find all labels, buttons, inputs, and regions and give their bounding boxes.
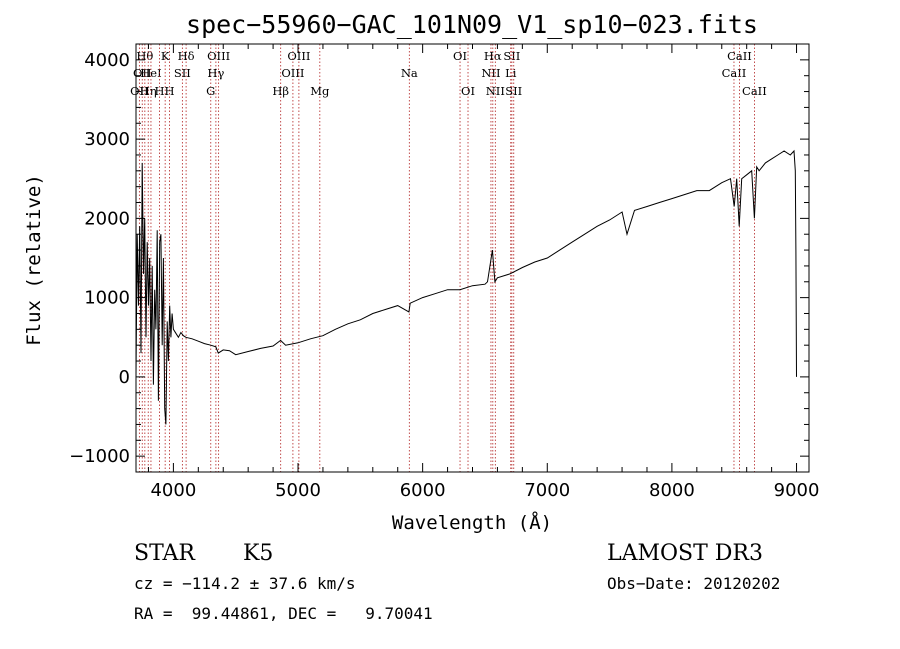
- object-subclass: K5: [243, 541, 273, 566]
- spectral-line-markers: OIIOIIHθHηHeIHKHSIIHδGHγOIIIHβOIIIOIIIMg…: [130, 44, 767, 472]
- marker-label: H: [155, 84, 165, 98]
- x-axis-ticks: 4000 5000 6000 7000 8000 9000: [147, 44, 820, 501]
- marker-label: Mg: [310, 84, 330, 98]
- coordinates: RA = 99.44861, DEC = 9.70041: [134, 604, 433, 623]
- survey-name: LAMOST DR3: [607, 541, 763, 566]
- x-tick-label: 6000: [400, 480, 446, 501]
- marker-label: Na: [401, 66, 418, 80]
- marker-label: G: [206, 84, 215, 98]
- redshift-cz: cz = −114.2 ± 37.6 km/s: [134, 574, 356, 593]
- marker-label: Hδ: [178, 49, 195, 63]
- marker-label: NII: [481, 66, 500, 80]
- x-tick-label: 8000: [649, 480, 695, 501]
- marker-label: OIII: [281, 66, 304, 80]
- marker-label: OIII: [207, 49, 230, 63]
- marker-label: HeI: [140, 66, 161, 80]
- marker-label: CaII: [727, 49, 752, 63]
- marker-label: OII: [130, 84, 149, 98]
- marker-label: SII: [503, 49, 520, 63]
- marker-label: CaII: [742, 84, 767, 98]
- marker-label: Hγ: [207, 66, 224, 80]
- y-tick-label: 0: [119, 367, 130, 388]
- chart-title: spec−55960−GAC_101N09_V1_sp10−023.fits: [186, 10, 758, 39]
- x-axis-label: Wavelength (Å): [392, 511, 552, 534]
- y-axis-ticks: −1000 0 1000 2000 3000 4000: [69, 50, 809, 467]
- spectrum-line: [135, 149, 797, 425]
- marker-label: OI: [461, 84, 475, 98]
- marker-label: Hβ: [272, 84, 289, 98]
- marker-label: SII: [505, 84, 522, 98]
- marker-label: NII: [486, 84, 505, 98]
- y-tick-label: 4000: [84, 50, 130, 71]
- observation-date: Obs−Date: 20120202: [607, 574, 780, 593]
- x-tick-label: 9000: [774, 480, 820, 501]
- y-tick-label: 2000: [84, 208, 130, 229]
- y-tick-label: −1000: [69, 446, 130, 467]
- marker-label: SII: [174, 66, 191, 80]
- marker-label: OII: [133, 66, 152, 80]
- plot-frame: [135, 43, 810, 473]
- marker-label: OI: [453, 49, 467, 63]
- y-tick-label: 1000: [84, 288, 130, 309]
- marker-label: H: [165, 84, 175, 98]
- x-tick-label: 7000: [524, 480, 570, 501]
- marker-label: Li: [505, 66, 517, 80]
- marker-label: Hα: [484, 49, 502, 63]
- y-axis-label: Flux (relative): [23, 174, 45, 346]
- marker-label: CaII: [722, 66, 747, 80]
- marker-label: Hη: [140, 84, 157, 98]
- marker-label: OIII: [287, 49, 310, 63]
- marker-label: K: [161, 49, 170, 63]
- x-tick-label: 5000: [275, 480, 321, 501]
- object-class: STAR: [134, 541, 196, 566]
- y-tick-label: 3000: [84, 129, 130, 150]
- x-tick-label: 4000: [150, 480, 196, 501]
